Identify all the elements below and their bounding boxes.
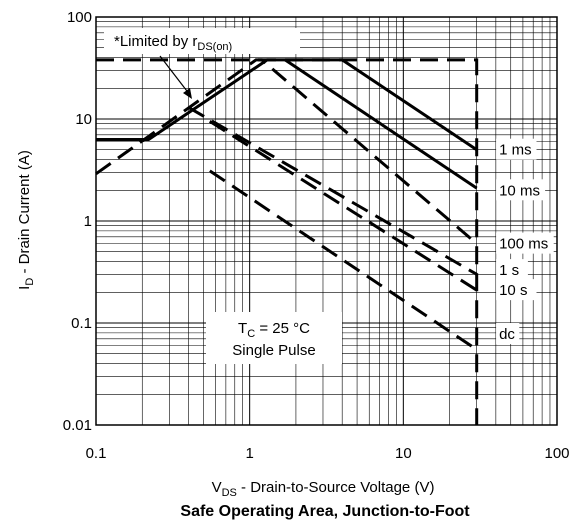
- x-tick-label: 10: [395, 445, 412, 462]
- x-tick-label: 100: [544, 445, 569, 462]
- curve-label: 10 s: [499, 282, 527, 299]
- limited-text: *Limited by rDS(on): [114, 33, 232, 53]
- y-tick-label: 100: [67, 9, 92, 26]
- limited-annotation: *Limited by rDS(on): [104, 28, 300, 99]
- series-limit: [96, 58, 479, 425]
- curve-label-bg: [496, 323, 520, 345]
- chart-series: [95, 58, 479, 425]
- limited-arrowhead: [183, 88, 192, 99]
- y-tick-label: 0.01: [63, 417, 92, 434]
- curve-label: 100 ms: [499, 236, 548, 253]
- series-100-ms: [95, 58, 478, 245]
- x-axis-label: VDS - Drain-to-Source Voltage (V): [212, 479, 435, 499]
- curve-labels: 1 ms 10 ms 100 ms 1 s 10 s dc: [496, 138, 554, 345]
- curve-label: dc: [499, 326, 515, 343]
- y-tick-label: 10: [75, 111, 92, 128]
- curve-label: 1 s: [499, 262, 519, 279]
- series-1-s: [187, 106, 478, 276]
- curve-label-bg: [496, 179, 546, 201]
- curve-label-bg: [496, 279, 537, 301]
- y-axis-label: ID - Drain Current (A): [16, 150, 36, 290]
- series-1-ms: [96, 58, 478, 151]
- y-tick-label: 1: [84, 213, 92, 230]
- plot-frame: [95, 16, 558, 426]
- chart-title: Safe Operating Area, Junction-to-Foot: [180, 503, 470, 520]
- tick-labels: 0.1 1 10 100 0.01 0.1 1 10 100: [63, 9, 570, 462]
- curve-label-bg: [496, 138, 537, 160]
- curve-label-bg: [496, 259, 528, 281]
- conditions-annotation: TC = 25 °C Single Pulse: [206, 312, 342, 364]
- curve-label: 10 ms: [499, 182, 540, 199]
- y-tick-label: 0.1: [71, 315, 92, 332]
- condition-pulse: Single Pulse: [232, 342, 315, 359]
- x-tick-label: 0.1: [86, 445, 107, 462]
- chart-grid: [96, 17, 557, 425]
- condition-temperature: TC = 25 °C: [238, 320, 310, 340]
- curve-label-bg: [496, 232, 554, 254]
- x-tick-label: 1: [245, 445, 253, 462]
- limited-arrow: [159, 55, 191, 96]
- series-10-ms: [284, 58, 478, 190]
- curve-label: 1 ms: [499, 142, 532, 159]
